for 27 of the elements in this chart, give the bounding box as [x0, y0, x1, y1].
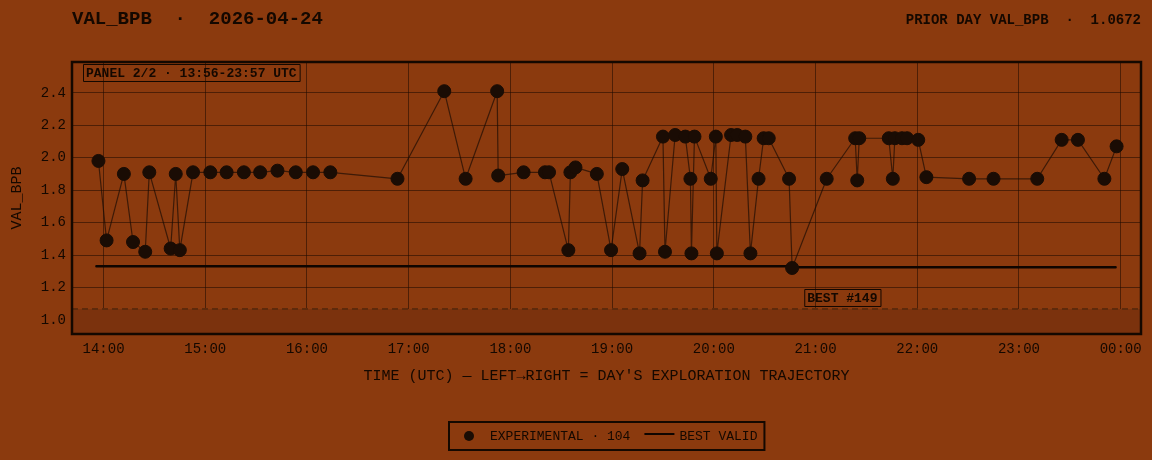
y-tick-label: 2.4 — [40, 84, 66, 101]
y-axis-title: VAL_BPB — [8, 166, 26, 230]
x-tick-label: 21:00 — [794, 341, 837, 358]
x-tick-label: 14:00 — [82, 341, 125, 358]
x-tick-label: 18:00 — [489, 341, 532, 358]
x-tick-label: 22:00 — [896, 341, 939, 358]
legend-label: EXPERIMENTAL · 104 — [490, 429, 631, 445]
y-tick-label: 2.2 — [40, 116, 66, 133]
x-tick-label: 19:00 — [591, 341, 634, 358]
x-tick-label: 16:00 — [285, 341, 328, 358]
x-tick-label: 15:00 — [184, 341, 227, 358]
y-tick-label: 1.0 — [40, 311, 66, 328]
y-tick-label: 2.0 — [40, 149, 66, 166]
y-tick-label: 1.2 — [40, 279, 66, 296]
x-axis-title: TIME (UTC) — LEFT→RIGHT = DAY'S EXPLORATION TRAJECTORY — [363, 367, 850, 385]
y-tick-label: 1.8 — [40, 181, 66, 198]
chart-title: VAL_BPB · 2026-04-24 — [72, 7, 323, 30]
ref-line-label: BEST #149 — [807, 290, 878, 306]
x-tick-label: 00:00 — [1099, 341, 1142, 358]
y-tick-label: 1.6 — [40, 214, 66, 231]
x-tick-label: 20:00 — [692, 341, 735, 358]
chart-subtitle: PRIOR DAY VAL_BPB · 1.0672 — [905, 11, 1141, 28]
annotation: PANEL 2/2 · 13:56-23:57 UTC — [86, 65, 297, 81]
y-tick-label: 1.4 — [40, 246, 66, 263]
x-tick-label: 23:00 — [997, 341, 1040, 358]
x-tick-label: 17:00 — [387, 341, 430, 358]
legend-label: BEST VALID — [679, 429, 758, 445]
